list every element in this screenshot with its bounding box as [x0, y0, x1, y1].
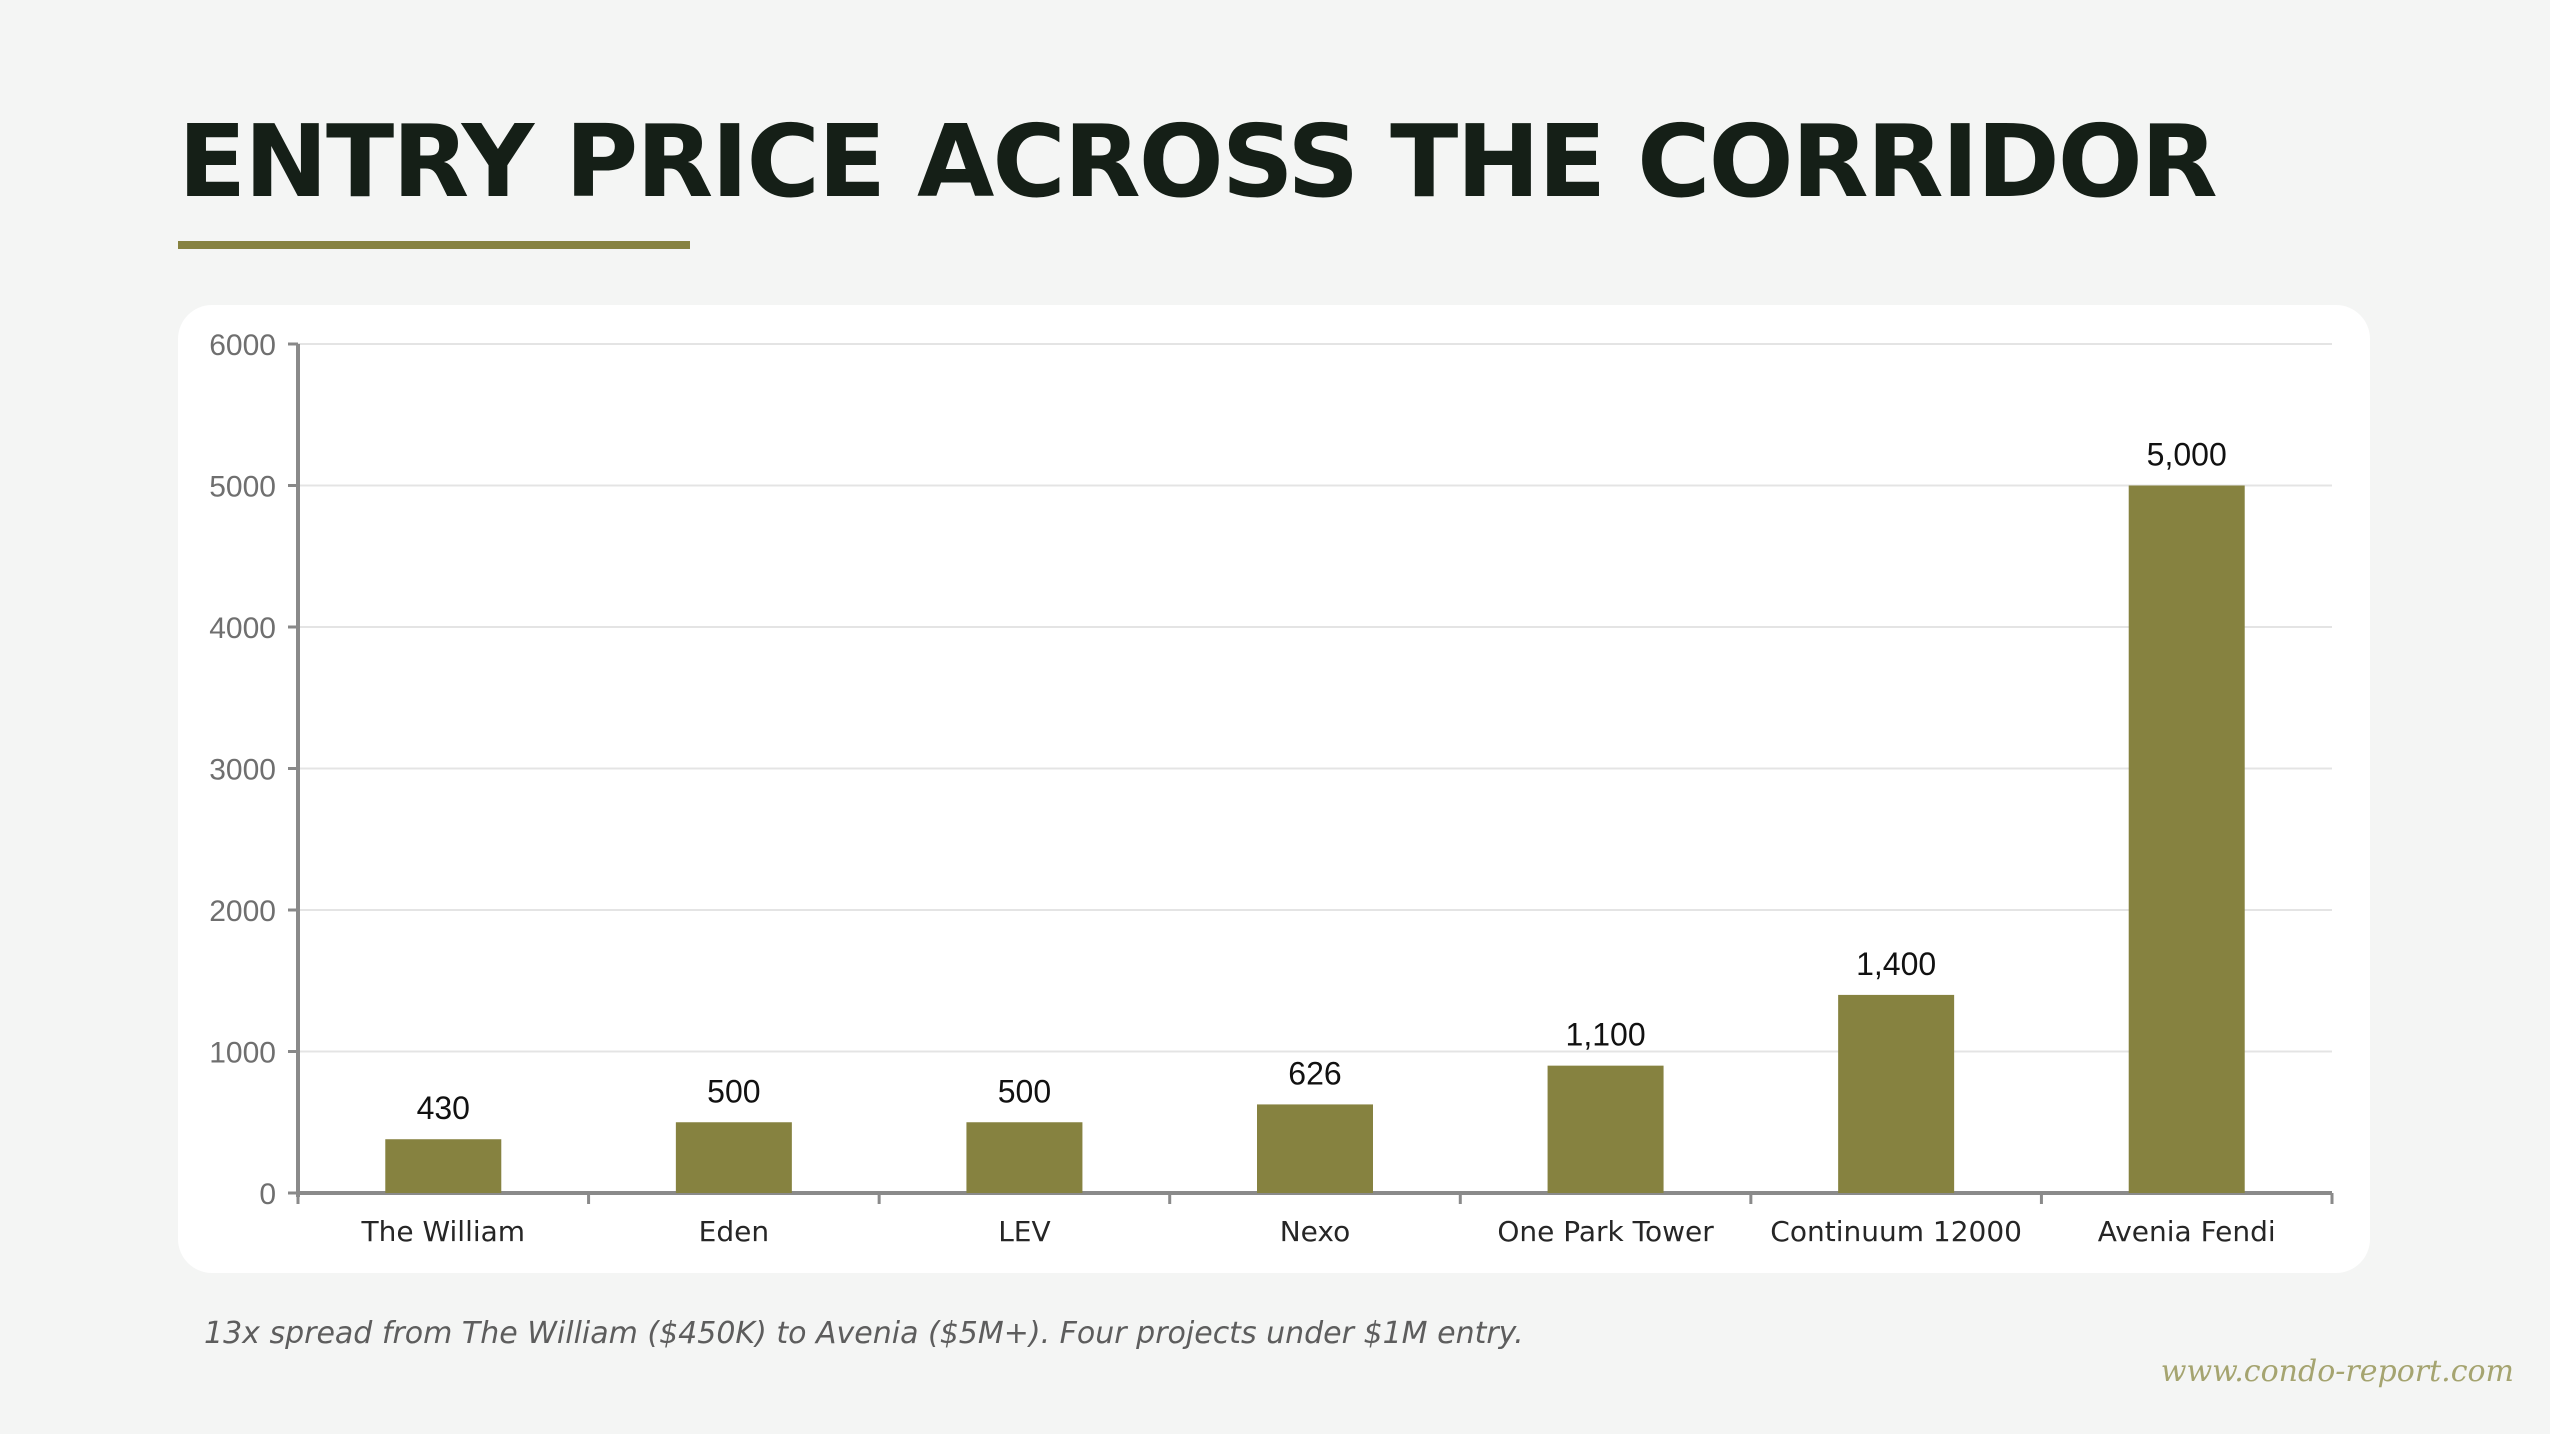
bar	[385, 1139, 502, 1193]
data-label: 1,100	[1566, 1017, 1646, 1053]
bar	[1257, 1104, 1373, 1193]
y-tick-label: 6000	[209, 329, 276, 362]
chart-caption: 13x spread from The William ($450K) to A…	[204, 1316, 1524, 1351]
x-tick-label: Eden	[699, 1215, 769, 1248]
x-tick-label: Nexo	[1280, 1215, 1351, 1248]
bar-chart: 0 1000 2000 3000 4000 5000 6000 430 The William 5…	[209, 329, 2334, 1248]
chart-card: 0 1000 2000 3000 4000 5000 6000 430 The William 5…	[178, 305, 2370, 1273]
data-label: 430	[417, 1090, 470, 1126]
y-tick-label: 1000	[209, 1037, 276, 1070]
x-tick-label: The William	[360, 1215, 525, 1248]
bar	[966, 1122, 1083, 1193]
data-label: 626	[1288, 1055, 1341, 1091]
data-label: 500	[998, 1073, 1051, 1109]
y-tick-label: 4000	[209, 612, 276, 645]
bar	[1838, 994, 1955, 1193]
x-tick-label: One Park Tower	[1497, 1215, 1714, 1248]
bar	[2128, 485, 2245, 1193]
page-title: ENTRY PRICE ACROSS THE CORRIDOR	[178, 103, 2218, 220]
x-tick-label: Avenia Fendi	[2098, 1215, 2276, 1248]
bar	[1547, 1065, 1664, 1193]
data-label: 1,400	[1856, 946, 1936, 982]
bar	[675, 1122, 792, 1193]
data-label: 500	[707, 1073, 760, 1109]
y-tick-label: 0	[259, 1178, 276, 1211]
x-tick-label: Continuum 12000	[1770, 1215, 2022, 1248]
y-tick-label: 2000	[209, 895, 276, 928]
y-tick-label: 5000	[209, 471, 276, 504]
x-tick-label: LEV	[998, 1215, 1050, 1248]
website-url[interactable]: www.condo-report.com	[2160, 1354, 2514, 1389]
data-label: 5,000	[2147, 437, 2227, 473]
y-tick-label: 3000	[209, 754, 276, 787]
title-underline	[178, 241, 690, 249]
